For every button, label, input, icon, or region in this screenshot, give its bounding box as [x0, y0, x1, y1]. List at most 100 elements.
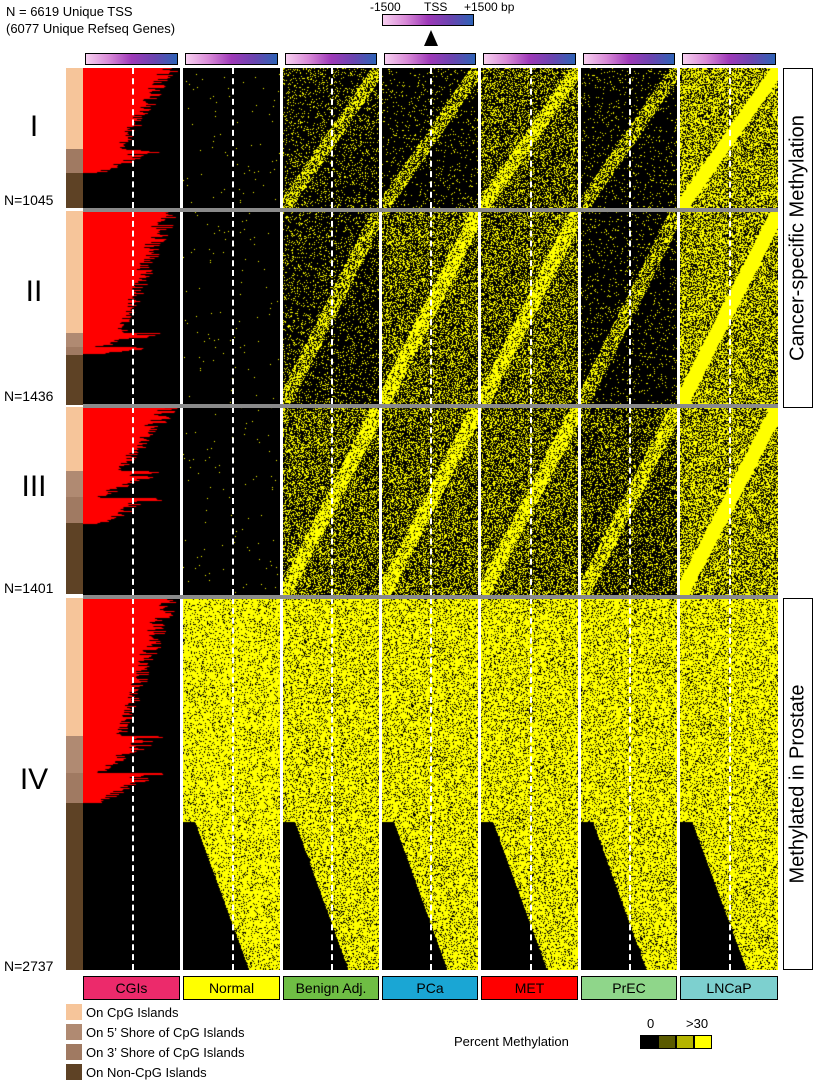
tss-gradient-bar [285, 53, 377, 65]
methylation-swatch-0 [640, 1035, 658, 1049]
cpg-category-segment [66, 347, 83, 355]
cluster-numeral-4: IV [19, 763, 49, 796]
tss-dashed-line [729, 211, 731, 404]
tss-dashed-line [530, 211, 532, 404]
scale-right-label: +1500 bp [464, 0, 515, 14]
cpg-category-segment [66, 149, 83, 173]
cluster-numeral-2: II [25, 275, 43, 308]
tss-gradient-bar [85, 53, 178, 65]
cluster-count-4: N=2737 [4, 958, 54, 974]
legend-label-non-cpg: On Non-CpG Islands [86, 1065, 207, 1080]
legend-label-3-shore: On 3’ Shore of CpG Islands [86, 1045, 245, 1060]
methylation-scale-title: Percent Methylation [454, 1034, 569, 1049]
legend-label-cpg-island: On CpG Islands [86, 1005, 179, 1020]
band-separator [83, 208, 778, 212]
heatmap-panel [183, 407, 280, 595]
heatmap-panel [481, 598, 578, 970]
tss-dashed-line [430, 68, 432, 208]
heatmap-panel [83, 407, 180, 595]
tss-dashed-line [430, 211, 432, 404]
heatmap-panel [481, 211, 578, 404]
tss-dashed-line [729, 68, 731, 208]
cpg-category-segment [66, 736, 83, 773]
tss-dashed-line [331, 68, 333, 208]
methylated-prostate-label-box: Methylated in Prostate [783, 598, 813, 970]
tss-gradient-bar [185, 53, 278, 65]
column-label-normal: Normal [183, 976, 280, 1000]
cpg-category-segment [66, 211, 83, 333]
cluster-count-1: N=1045 [4, 192, 54, 208]
tss-dashed-line [530, 68, 532, 208]
column-label-prec: PrEC [581, 976, 677, 1000]
cpg-category-segment [66, 333, 83, 347]
methylated-prostate-label: Methylated in Prostate [786, 684, 809, 884]
tss-dashed-line [132, 598, 134, 970]
cancer-specific-label-box: Cancer-specific Methylation [783, 68, 813, 408]
cancer-specific-label: Cancer-specific Methylation [786, 115, 809, 361]
tss-gradient-bar [682, 53, 776, 65]
heatmap-panel [183, 68, 280, 208]
methylation-scale-max: >30 [686, 1016, 709, 1031]
tss-gradient-bar [483, 53, 576, 65]
tss-dashed-line [629, 68, 631, 208]
cluster-count-3: N=1401 [4, 580, 54, 596]
heatmap-panel [183, 211, 280, 404]
heatmap-panel [83, 211, 180, 404]
cpg-category-segment [66, 355, 83, 405]
tss-dashed-line [232, 598, 234, 970]
cpg-category-segment [66, 803, 83, 970]
methylation-swatch-1 [658, 1035, 676, 1049]
methylation-swatch-2 [676, 1035, 694, 1049]
cpg-category-segment [66, 68, 83, 149]
methylation-swatch-3 [694, 1035, 712, 1049]
tss-dashed-line [729, 598, 731, 970]
column-label-lncap: LNCaP [680, 976, 778, 1000]
tss-gradient-bar [583, 53, 675, 65]
column-label-cgis: CGIs [83, 976, 180, 1000]
column-label-pca: PCa [382, 976, 478, 1000]
heatmap-panel [481, 407, 578, 595]
cpg-category-segment [66, 471, 83, 497]
tss-dashed-line [331, 407, 333, 595]
column-label-benign-adj: Benign Adj. [283, 976, 379, 1000]
tss-dashed-line [430, 407, 432, 595]
heatmap-panel [83, 68, 180, 208]
tss-dashed-line [331, 211, 333, 404]
header-unique-genes: (6077 Unique Refseq Genes) [6, 21, 176, 36]
tss-dashed-line [232, 211, 234, 404]
tss-dashed-line [132, 407, 134, 595]
tss-dashed-line [132, 68, 134, 208]
cluster-numeral-3: III [21, 470, 47, 503]
heatmap-panel [83, 598, 180, 970]
cluster-count-2: N=1436 [4, 388, 54, 404]
tss-dashed-line [132, 211, 134, 404]
scale-left-label: -1500 [370, 0, 401, 14]
legend-swatch-3-shore [66, 1044, 82, 1060]
tss-dashed-line [629, 211, 631, 404]
legend-label-5-shore: On 5’ Shore of CpG Islands [86, 1025, 245, 1040]
tss-dashed-line [530, 407, 532, 595]
methylation-scale-min: 0 [647, 1016, 655, 1031]
cluster-numeral-1: I [29, 110, 39, 143]
tss-dashed-line [729, 407, 731, 595]
column-label-met: MET [481, 976, 578, 1000]
tss-dashed-line [629, 407, 631, 595]
scale-center-label: TSS [424, 0, 448, 14]
cpg-category-segment [66, 523, 83, 594]
header-total-tss: N = 6619 Unique TSS [6, 4, 133, 19]
tss-dashed-line [530, 598, 532, 970]
tss-dashed-line [331, 598, 333, 970]
cpg-category-segment [66, 773, 83, 803]
cpg-category-segment [66, 598, 83, 736]
tss-dashed-line [629, 598, 631, 970]
tss-gradient-bar [384, 53, 476, 65]
band-separator [83, 404, 778, 408]
band-separator [83, 595, 778, 599]
heatmap-panel [481, 68, 578, 208]
cpg-category-segment [66, 497, 83, 523]
legend-swatch-cpg-island [66, 1004, 82, 1020]
tss-arrow-icon [424, 30, 438, 46]
tss-dashed-line [232, 68, 234, 208]
scale-gradient-bar [382, 14, 474, 26]
tss-dashed-line [430, 598, 432, 970]
